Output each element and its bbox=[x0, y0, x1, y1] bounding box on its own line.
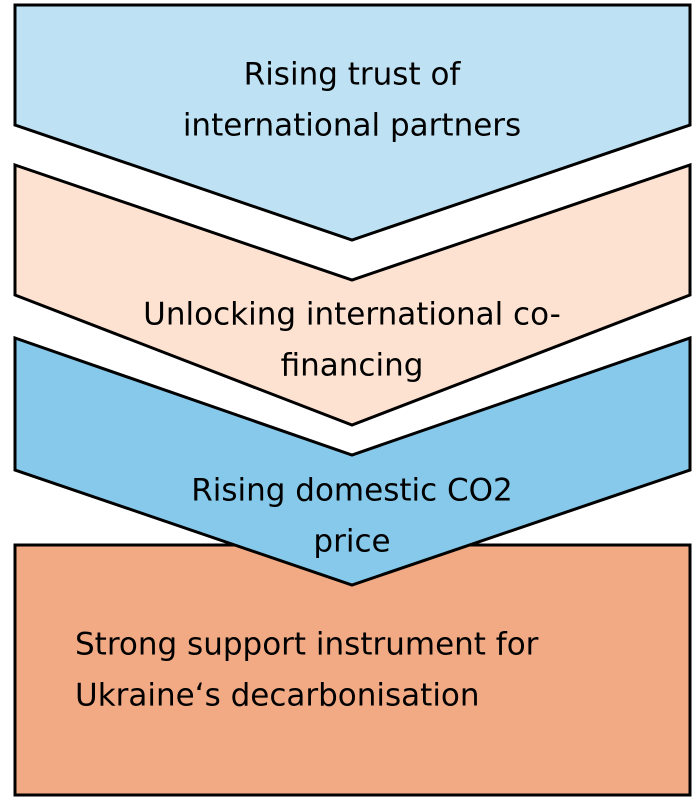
chevron-3 bbox=[13, 335, 692, 587]
step-text: Unlocking international co- bbox=[143, 297, 561, 333]
step-text: financing bbox=[281, 348, 424, 384]
chevron-1 bbox=[13, 3, 692, 242]
step-text: price bbox=[313, 524, 390, 560]
step-text: Rising domestic CO2 bbox=[191, 473, 513, 509]
result-text: Ukraine‘s decarbonisation bbox=[75, 678, 480, 714]
chevron-2 bbox=[13, 162, 692, 427]
step-text: Rising trust of bbox=[244, 57, 462, 93]
step-text: international partners bbox=[183, 108, 521, 144]
result-text: Strong support instrument for bbox=[75, 627, 539, 663]
result-box bbox=[13, 543, 692, 797]
